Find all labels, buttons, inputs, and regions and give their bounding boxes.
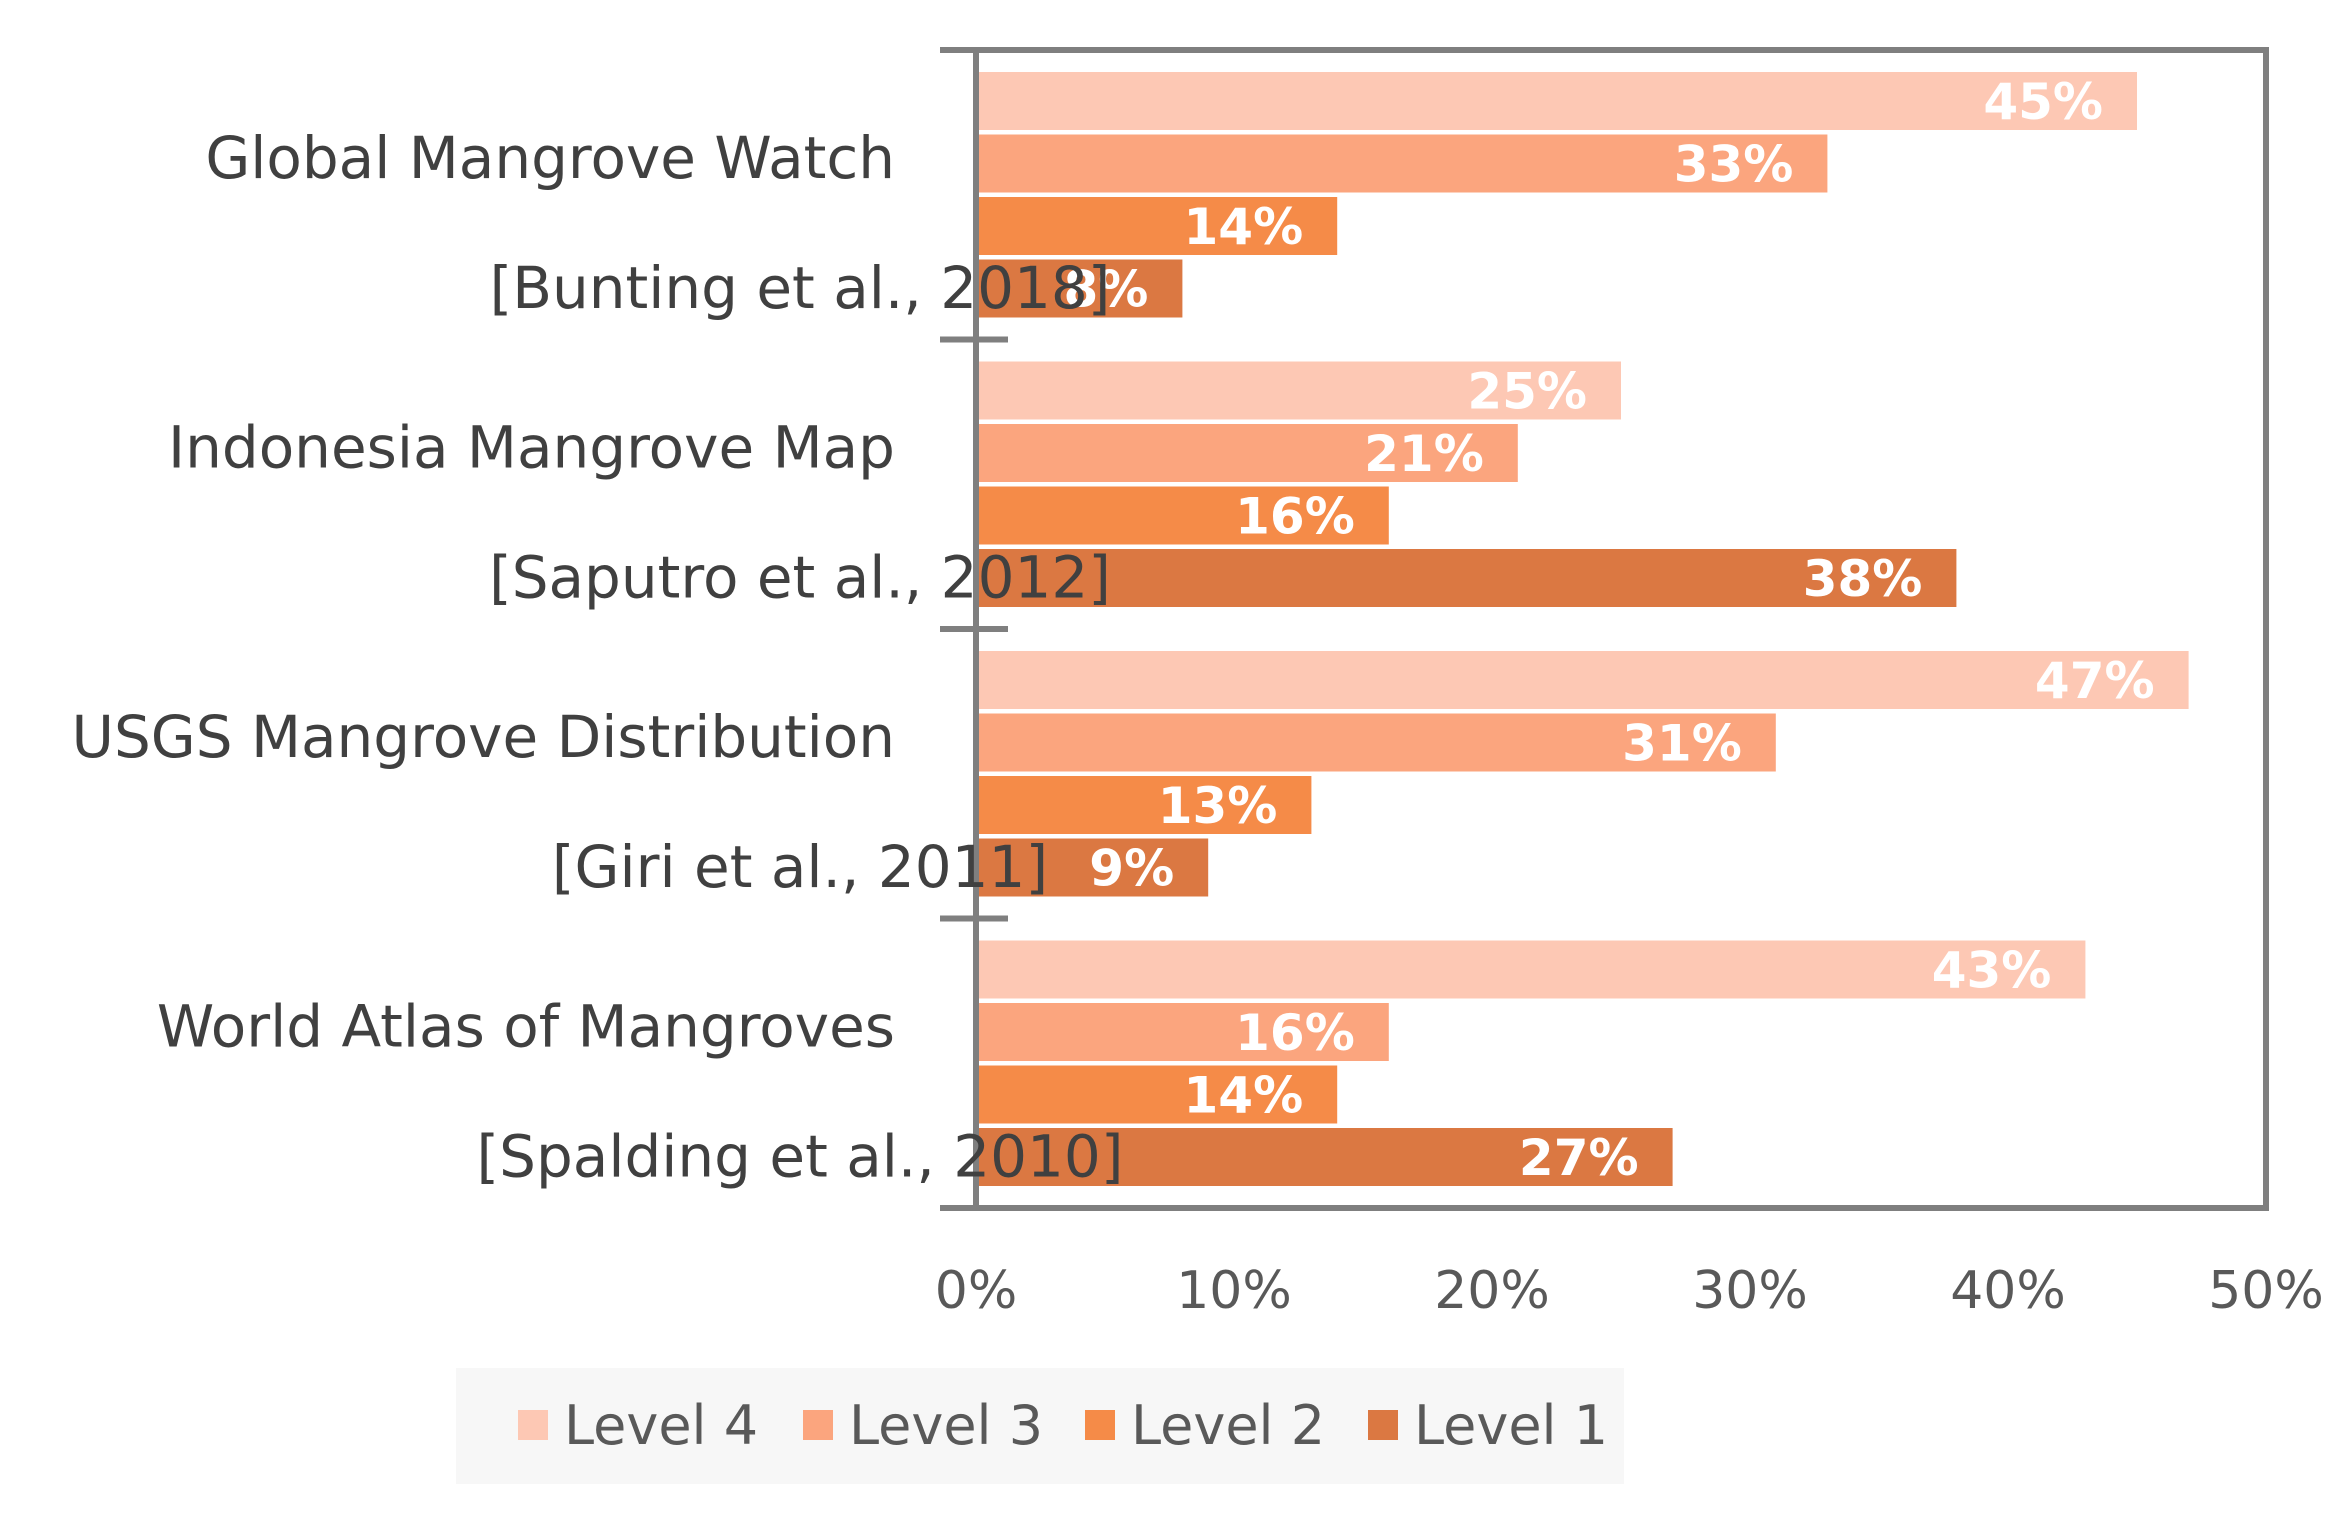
bar-level-3-cat-4 <box>976 1003 1389 1061</box>
bar-level-1-cat-3 <box>976 838 1209 897</box>
bar-labels-layer: 45%33%14%8%25%21%16%38%47%31%13%9%43%16%… <box>1064 73 2155 1187</box>
bar-level-2-cat-1 <box>976 197 1338 255</box>
legend-swatch <box>1368 1410 1398 1440</box>
bar-level-1-cat-4 <box>976 1128 1673 1186</box>
x-tick-label: 30% <box>1692 1261 1808 1321</box>
x-tick-label: 50% <box>2208 1261 2324 1321</box>
data-label: 16% <box>1235 488 1355 546</box>
x-tick-label: 0% <box>935 1261 1018 1321</box>
legend-label: Level 3 <box>849 1394 1043 1457</box>
data-label: 13% <box>1158 777 1278 835</box>
bar-level-4-cat-1 <box>976 72 2137 130</box>
category-label: Global Mangrove Watch <box>205 124 895 192</box>
legend-label: Level 2 <box>1131 1394 1325 1457</box>
bar-level-4-cat-2 <box>976 361 1621 420</box>
data-label: 38% <box>1803 550 1923 608</box>
bar-level-1-cat-2 <box>976 549 1957 607</box>
category-citation: [Saputro et al., 2012] <box>489 544 1111 612</box>
bar-level-3-cat-2 <box>976 424 1518 482</box>
legend-label: Level 4 <box>564 1394 758 1457</box>
legend-swatch <box>518 1410 548 1440</box>
legend-swatch <box>803 1410 833 1440</box>
legend-box <box>456 1368 1624 1484</box>
legend: Level 4 Level 3 Level 2 Level 1 <box>456 1368 1624 1484</box>
x-tick-label: 40% <box>1950 1261 2066 1321</box>
category-citation: [Giri et al., 2011] <box>552 833 1048 901</box>
bar-level-4-cat-3 <box>976 651 2189 709</box>
data-label: 31% <box>1622 715 1742 773</box>
data-label: 43% <box>1932 942 2052 1000</box>
bar-level-4-cat-4 <box>976 940 2086 999</box>
data-label: 9% <box>1089 840 1174 898</box>
x-tick-label: 10% <box>1176 1261 1292 1321</box>
x-tick-label: 20% <box>1434 1261 1550 1321</box>
bar-level-3-cat-3 <box>976 713 1776 772</box>
bars-layer <box>976 72 2189 1186</box>
legend-swatch <box>1085 1410 1115 1440</box>
data-label: 8% <box>1064 261 1149 319</box>
category-label: Indonesia Mangrove Map <box>168 414 895 482</box>
legend-label: Level 1 <box>1414 1394 1608 1457</box>
data-label: 25% <box>1467 363 1587 421</box>
category-citation: [Spalding et al., 2010] <box>477 1123 1124 1191</box>
category-citation: [Bunting et al., 2018] <box>490 254 1111 322</box>
bar-level-2-cat-2 <box>976 486 1389 545</box>
data-label: 33% <box>1674 136 1794 194</box>
data-label: 27% <box>1519 1129 1639 1187</box>
bar-level-2-cat-3 <box>976 776 1312 834</box>
axis-layer <box>940 47 2269 1211</box>
bar-level-2-cat-4 <box>976 1065 1338 1124</box>
bar-level-3-cat-1 <box>976 134 1828 193</box>
category-label: World Atlas of Mangroves <box>157 993 895 1061</box>
data-label: 14% <box>1184 198 1304 256</box>
x-tick-labels: 0% 10% 20% 30% 40% 50% <box>935 1261 2324 1321</box>
category-labels: Global Mangrove Watch [Bunting et al., 20… <box>72 124 1124 1191</box>
bar-level-1-cat-1 <box>976 259 1183 318</box>
data-label: 45% <box>1983 73 2103 131</box>
category-label: USGS Mangrove Distribution <box>72 703 896 771</box>
data-label: 16% <box>1235 1004 1355 1062</box>
data-label: 21% <box>1364 425 1484 483</box>
data-label: 14% <box>1184 1067 1304 1125</box>
data-label: 47% <box>2035 652 2155 710</box>
